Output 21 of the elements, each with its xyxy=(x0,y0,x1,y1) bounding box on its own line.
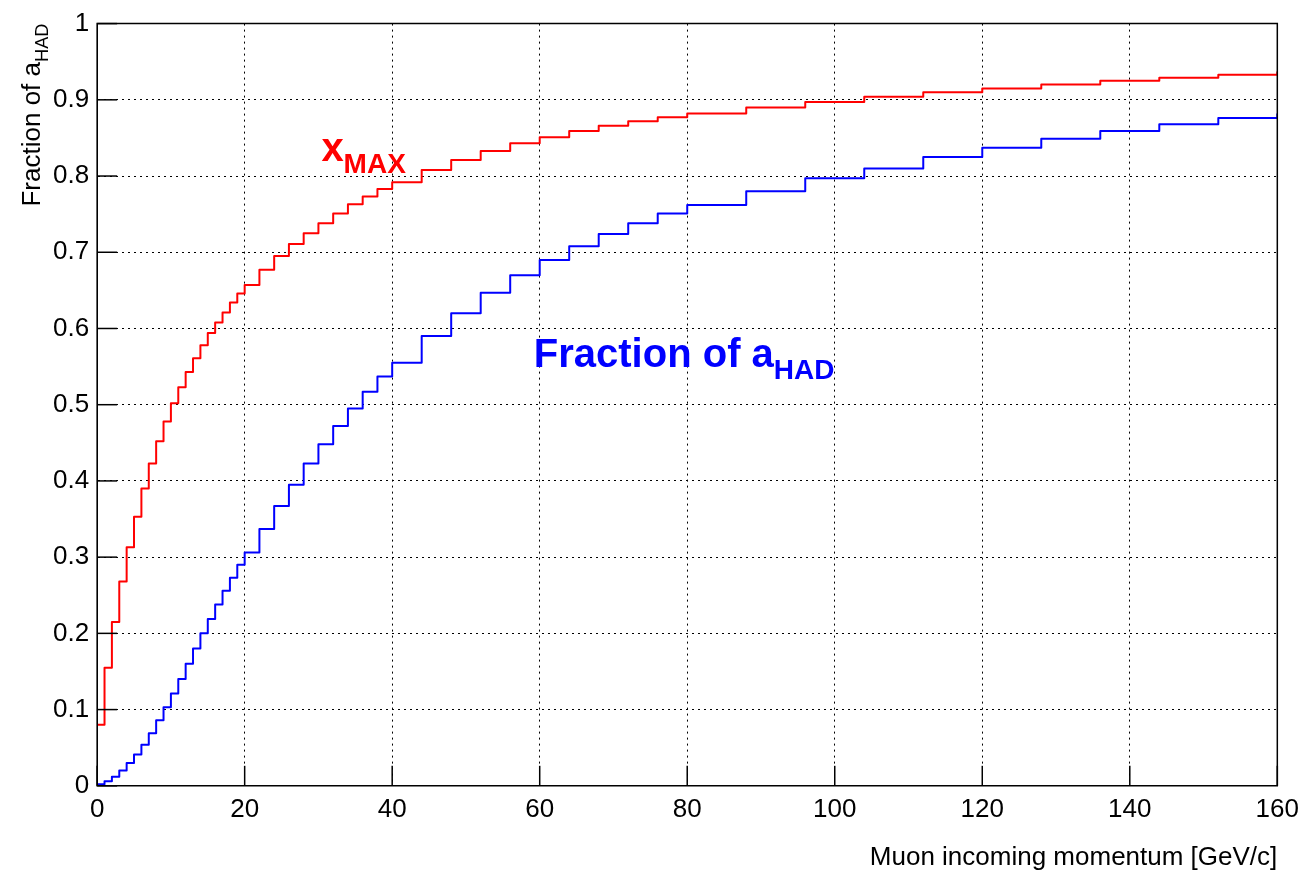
x-tick-label: 120 xyxy=(960,792,1004,823)
x-axis-title: Muon incoming momentum [GeV/c] xyxy=(869,841,1278,871)
y-tick-label: 0.2 xyxy=(52,616,90,647)
y-tick-label: 0.9 xyxy=(52,82,90,113)
y-tick-label: 0 xyxy=(74,768,90,799)
y-tick-label: 0.1 xyxy=(52,692,90,723)
x-tick-label: 160 xyxy=(1255,792,1300,823)
x-tick-label: 40 xyxy=(377,792,407,823)
x-tick-label: 80 xyxy=(672,792,702,823)
x-tick-label: 20 xyxy=(230,792,260,823)
y-tick-label: 1 xyxy=(74,6,90,37)
x-tick-label: 100 xyxy=(813,792,857,823)
y-tick-label: 0.3 xyxy=(52,540,90,571)
y-tick-label: 0.7 xyxy=(52,235,90,266)
y-tick-label: 0.5 xyxy=(52,387,90,418)
y-axis-title: Fraction of aHAD xyxy=(16,23,52,207)
x-tick-label: 140 xyxy=(1108,792,1152,823)
x-tick-label: 60 xyxy=(525,792,555,823)
y-tick-label: 0.6 xyxy=(52,311,90,342)
y-tick-label: 0.8 xyxy=(52,159,90,190)
y-tick-label: 0.4 xyxy=(52,464,90,495)
